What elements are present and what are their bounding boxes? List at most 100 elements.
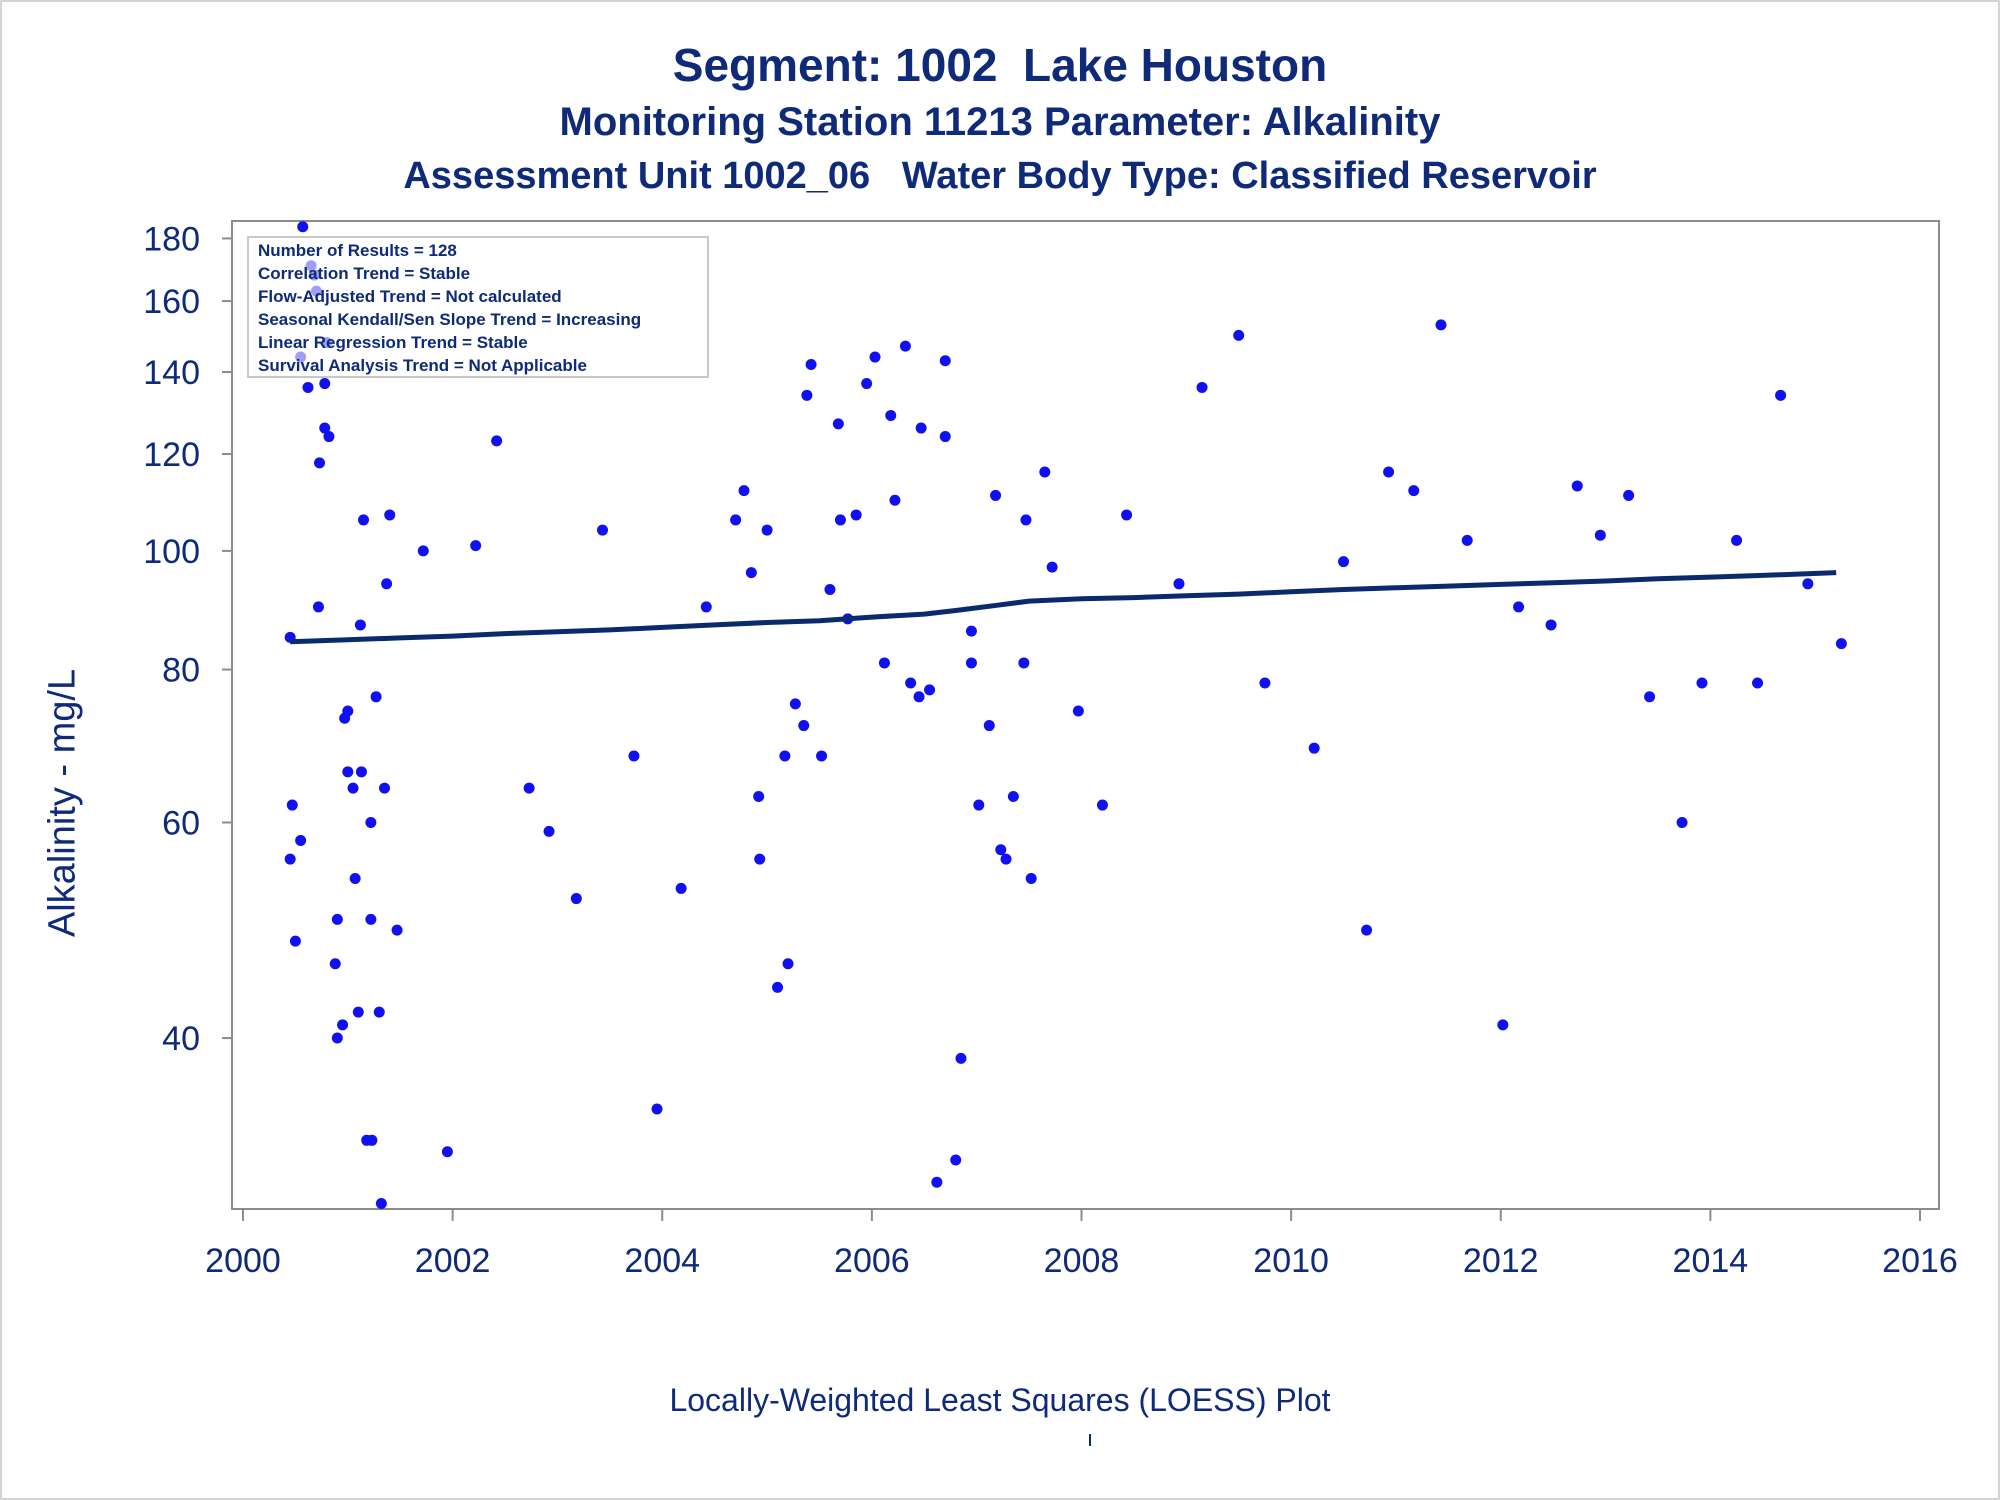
- data-point: [491, 435, 503, 447]
- data-point: [1046, 561, 1058, 573]
- data-point: [1408, 485, 1420, 497]
- data-point: [381, 578, 393, 590]
- data-point: [355, 766, 367, 778]
- data-point: [284, 853, 296, 865]
- data-point: [939, 431, 951, 443]
- data-point: [878, 657, 890, 669]
- data-point: [441, 1146, 453, 1158]
- data-point: [342, 766, 354, 778]
- data-point: [990, 489, 1002, 501]
- data-point: [950, 1154, 962, 1166]
- data-point: [331, 913, 343, 925]
- data-point: [816, 750, 828, 762]
- data-point: [1173, 578, 1185, 590]
- data-point: [913, 691, 925, 703]
- data-point: [1623, 489, 1635, 501]
- stats-legend-box: [247, 236, 709, 378]
- footnote-mark: [1089, 1434, 1091, 1446]
- stats-legend-line: Flow-Adjusted Trend = Not calculated: [258, 287, 562, 306]
- x-tick-label: 2002: [415, 1242, 491, 1280]
- data-point: [754, 853, 766, 865]
- data-point: [1835, 638, 1847, 650]
- x-tick-label: 2010: [1253, 1242, 1329, 1280]
- data-point: [365, 913, 377, 925]
- data-point: [1259, 677, 1271, 689]
- data-point: [834, 514, 846, 526]
- data-point: [850, 509, 862, 521]
- plot-area-frame: [231, 220, 1940, 1210]
- data-point: [1383, 466, 1395, 478]
- x-tick-label: 2006: [834, 1242, 910, 1280]
- data-point: [1361, 924, 1373, 936]
- data-point: [779, 750, 791, 762]
- data-point: [745, 567, 757, 579]
- data-point: [832, 418, 844, 430]
- data-point: [347, 782, 359, 794]
- data-point: [939, 355, 951, 367]
- x-tick-label: 2016: [1882, 1242, 1958, 1280]
- y-tick-label: 60: [162, 804, 200, 842]
- data-point: [798, 720, 810, 732]
- data-point: [349, 872, 361, 884]
- data-point: [801, 389, 813, 401]
- data-point: [782, 958, 794, 970]
- y-tick-label: 180: [143, 220, 200, 258]
- data-point: [417, 545, 429, 557]
- data-point: [924, 684, 936, 696]
- data-point: [470, 540, 482, 552]
- stats-legend-line: Number of Results = 128: [258, 241, 457, 260]
- data-point: [314, 457, 326, 469]
- stats-legend: Number of Results = 128 Correlation Trend…: [247, 236, 709, 378]
- data-point: [1096, 799, 1108, 811]
- data-point: [543, 825, 555, 837]
- data-point: [1435, 319, 1447, 331]
- data-point: [1461, 534, 1473, 546]
- data-point: [899, 340, 911, 352]
- y-axis: 40 60 80 100 120 140 160 180: [143, 220, 232, 1058]
- data-point: [378, 782, 390, 794]
- data-point: [1775, 389, 1787, 401]
- data-point: [955, 1052, 967, 1064]
- data-point: [366, 1134, 378, 1146]
- data-point: [651, 1103, 663, 1115]
- data-point: [1731, 534, 1743, 546]
- data-point: [889, 494, 901, 506]
- data-point: [824, 583, 836, 595]
- y-tick-label: 140: [143, 354, 200, 392]
- data-point: [965, 657, 977, 669]
- data-point: [523, 782, 535, 794]
- data-point: [1676, 816, 1688, 828]
- data-point: [297, 221, 309, 233]
- y-tick-label: 160: [143, 283, 200, 321]
- data-point: [1497, 1019, 1509, 1031]
- x-tick-label: 2000: [205, 1242, 281, 1280]
- data-point: [1308, 742, 1320, 754]
- chart-title: Segment: 1002 Lake Houston: [672, 39, 1328, 91]
- stats-legend-line: Correlation Trend = Stable: [258, 264, 470, 283]
- data-point: [319, 378, 331, 390]
- data-point: [342, 705, 354, 717]
- x-tick-label: 2014: [1673, 1242, 1749, 1280]
- data-point: [700, 601, 712, 613]
- data-point: [973, 799, 985, 811]
- stats-legend-line: Survival Analysis Trend = Not Applicable: [258, 356, 587, 375]
- data-point: [789, 698, 801, 710]
- data-point: [289, 935, 301, 947]
- x-axis: 2000 2002 2004 2006 2008 2010 2012 2014 2016: [205, 1209, 1958, 1280]
- data-point: [352, 1006, 364, 1018]
- data-point: [329, 958, 341, 970]
- data-point: [373, 1006, 385, 1018]
- y-tick-label: 40: [162, 1020, 200, 1058]
- data-point: [354, 619, 366, 631]
- data-point: [1338, 556, 1350, 568]
- data-point: [597, 524, 609, 536]
- data-point: [286, 799, 298, 811]
- data-point: [1196, 381, 1208, 393]
- data-point: [365, 816, 377, 828]
- chart-subtitle-2: Assessment Unit 1002_06 Water Body Type:…: [403, 155, 1597, 197]
- data-point: [915, 422, 927, 434]
- data-point: [905, 677, 917, 689]
- stats-legend-line: Seasonal Kendall/Sen Slope Trend = Incre…: [258, 310, 641, 329]
- stats-legend-line: Linear Regression Trend = Stable: [258, 333, 528, 352]
- loess-trend-line: [290, 570, 1837, 645]
